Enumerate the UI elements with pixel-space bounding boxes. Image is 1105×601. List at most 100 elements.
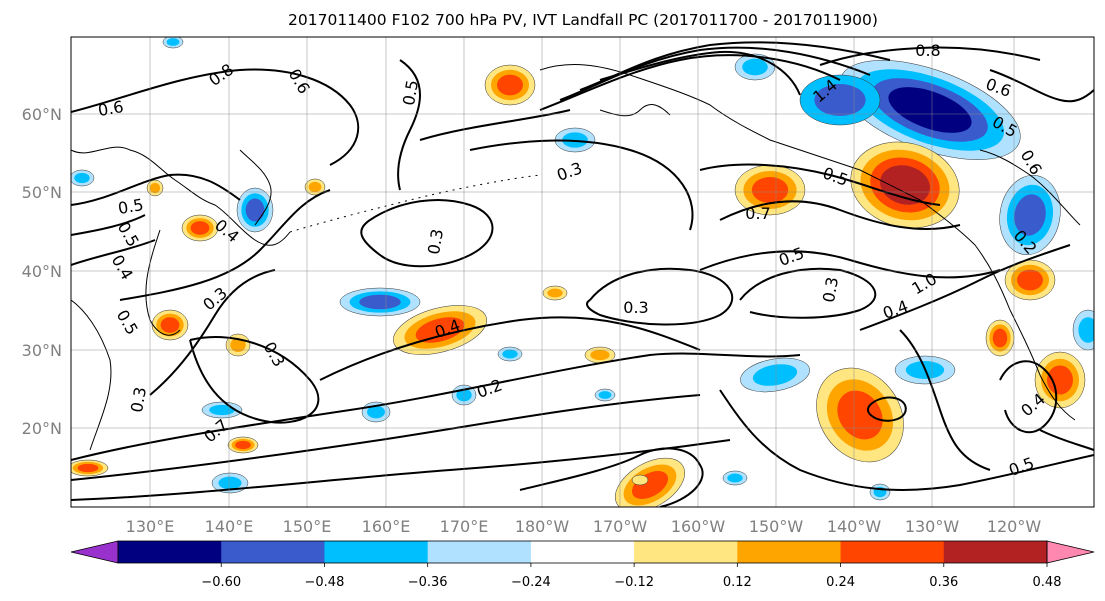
colorbar-tick-label: 0.36 [929, 575, 958, 590]
shading-blob [1047, 365, 1073, 395]
map-panel: 0.60.8 0.6 0.50.50.40.50.40.50.30.30.30.20… [70, 36, 1095, 508]
shading-blob [752, 364, 798, 386]
colorbar-segment [118, 541, 222, 563]
lon-tick-label: 180°W [515, 517, 570, 536]
contour-label-text: 0.5 [399, 79, 422, 107]
contour-label: 0.3 [424, 228, 447, 256]
shading-blob [598, 391, 612, 399]
shading-blob [1014, 194, 1046, 236]
contour-line [319, 316, 701, 381]
shading-blob [190, 221, 210, 235]
contour-line [119, 189, 331, 301]
colorbar-tick-label: −0.24 [511, 575, 551, 590]
shading-blob [547, 288, 563, 298]
shading-blob [751, 177, 789, 203]
contour-line [71, 394, 701, 481]
contour-line [71, 173, 241, 206]
coastline-asia [71, 146, 291, 246]
contour-label: 0.3 [127, 386, 150, 414]
contour-line [866, 396, 907, 422]
coastlines [71, 64, 1081, 451]
contour-line [419, 109, 571, 141]
shading-blob [74, 172, 90, 184]
lat-tick-label: 30°N [22, 341, 62, 360]
longitude-labels: 130°E 140°E 150°E 160°E 170°E 180°W 170°W 160°W… [126, 517, 1042, 536]
contour-line [71, 214, 146, 236]
shading-blob [888, 87, 972, 133]
shading-blob [1017, 269, 1043, 291]
pv-contours [71, 41, 1094, 507]
contour-line [599, 50, 801, 96]
contour-line [899, 329, 991, 471]
lon-tick-label: 130°E [126, 517, 175, 536]
coastline-us-west [1009, 309, 1076, 421]
lat-tick-label: 20°N [22, 419, 62, 438]
contour-label-text: 0.3 [424, 228, 447, 256]
shading-blob [166, 38, 180, 46]
shading-blob [308, 181, 322, 193]
lon-tick-label: 140°E [205, 517, 254, 536]
shading-blob [742, 58, 768, 76]
shading-blob [631, 474, 649, 486]
contour-line [519, 447, 704, 507]
contour-line [360, 199, 494, 268]
contour-line [699, 250, 1001, 279]
colorbar-segment [737, 541, 842, 563]
shading-blob [359, 294, 401, 310]
contour-label-text: 0.3 [819, 276, 842, 304]
shading-blob [160, 317, 180, 333]
shading-blob [415, 317, 465, 343]
colorbar-segment [634, 541, 738, 563]
colorbar-segment [840, 541, 945, 563]
contour-label: 0.5 [399, 79, 422, 107]
shading-blob [502, 349, 518, 359]
shading-blob [218, 476, 242, 490]
lon-tick-label: 140°W [827, 517, 882, 536]
contour-line [989, 69, 1094, 103]
contour-line [819, 46, 1041, 66]
contour-label: 0.8 [915, 41, 940, 60]
colorbar-tick-label: −0.12 [614, 575, 654, 590]
coastline-alaska [539, 64, 861, 171]
colorbar-extend-max [1046, 540, 1095, 564]
contour-line [469, 139, 694, 231]
contour-line [859, 244, 1071, 331]
shading-blob [77, 463, 99, 473]
gridlines [71, 37, 1094, 507]
shading-blob [230, 337, 246, 353]
contour-label: 0.6 [97, 97, 125, 120]
contour-line [71, 239, 156, 266]
shading-blob [245, 198, 265, 222]
lon-tick-label: 150°W [749, 517, 804, 536]
contour-line [149, 269, 276, 396]
contour-label: 0.3 [819, 276, 842, 304]
lon-tick-label: 170°W [593, 517, 648, 536]
contour-label-text: 0.3 [127, 386, 150, 414]
contour-line [189, 336, 320, 424]
contour-label-text: 0.3 [623, 298, 648, 317]
lon-tick-label: 160°W [671, 517, 726, 536]
colorbar-extend-min [70, 540, 119, 564]
coastline-bc [979, 149, 1081, 226]
shading-blob [814, 84, 866, 116]
map-frame [70, 36, 1095, 508]
contour-line [539, 54, 841, 111]
contour-line [719, 200, 961, 230]
colorbar-segment [324, 541, 429, 563]
lon-tick-label: 130°W [905, 517, 960, 536]
contour-line [739, 267, 877, 319]
shading-blob [497, 74, 523, 96]
lat-tick-label: 60°N [22, 105, 62, 124]
contour-label: 0.3 [623, 298, 648, 317]
contour-label: 0.5 [117, 195, 145, 218]
shading-blob [235, 440, 251, 450]
lat-tick-label: 50°N [22, 183, 62, 202]
colorbar-tick-label: 0.12 [723, 575, 752, 590]
contour-line [71, 352, 801, 461]
coastline-aleutians [289, 174, 541, 233]
lon-tick-label: 120°W [987, 517, 1042, 536]
contour-line [719, 389, 1094, 491]
contour-line [397, 59, 421, 191]
contour-label-text: 0.5 [117, 195, 145, 218]
colorbar-tick-label: −0.48 [305, 575, 345, 590]
